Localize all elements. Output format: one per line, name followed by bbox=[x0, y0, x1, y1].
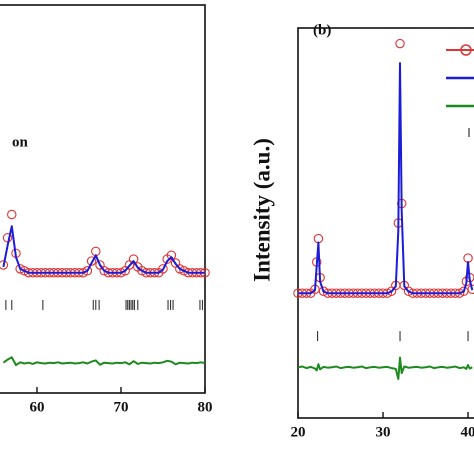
observed-point bbox=[467, 284, 474, 295]
annotation: on bbox=[12, 134, 29, 150]
y-axis-label: Intensity (a.u.) bbox=[249, 138, 274, 282]
observed-point bbox=[15, 264, 25, 274]
x-tick-label: 40 bbox=[461, 424, 474, 440]
observed-point bbox=[82, 266, 93, 276]
panel-label: (b) bbox=[313, 22, 331, 38]
observed-point bbox=[395, 38, 405, 49]
x-tick-label: 60 bbox=[29, 399, 44, 415]
observed-point bbox=[86, 256, 97, 266]
x-tick-label: 30 bbox=[376, 424, 391, 440]
observed-point bbox=[0, 260, 9, 270]
x-tick-label: 70 bbox=[113, 399, 128, 415]
plot-panel: 60 70 80 bbox=[0, 4, 213, 415]
observed-point bbox=[7, 209, 17, 220]
plot-frame bbox=[297, 27, 474, 419]
x-tick-label: 20 bbox=[291, 424, 306, 440]
plot-panel: 20 30 40 bbox=[291, 27, 474, 440]
observed-point bbox=[128, 254, 139, 264]
plot-frame bbox=[0, 4, 206, 394]
observed-point bbox=[175, 264, 185, 274]
observed-point bbox=[158, 264, 168, 274]
legend bbox=[446, 44, 474, 137]
profile-line bbox=[297, 356, 473, 380]
profile-line bbox=[2, 356, 206, 367]
profile-line bbox=[2, 225, 205, 274]
profile-line bbox=[298, 62, 474, 295]
observed-point bbox=[166, 250, 177, 261]
legend-swatch bbox=[460, 44, 472, 56]
x-tick-label: 80 bbox=[198, 399, 213, 415]
